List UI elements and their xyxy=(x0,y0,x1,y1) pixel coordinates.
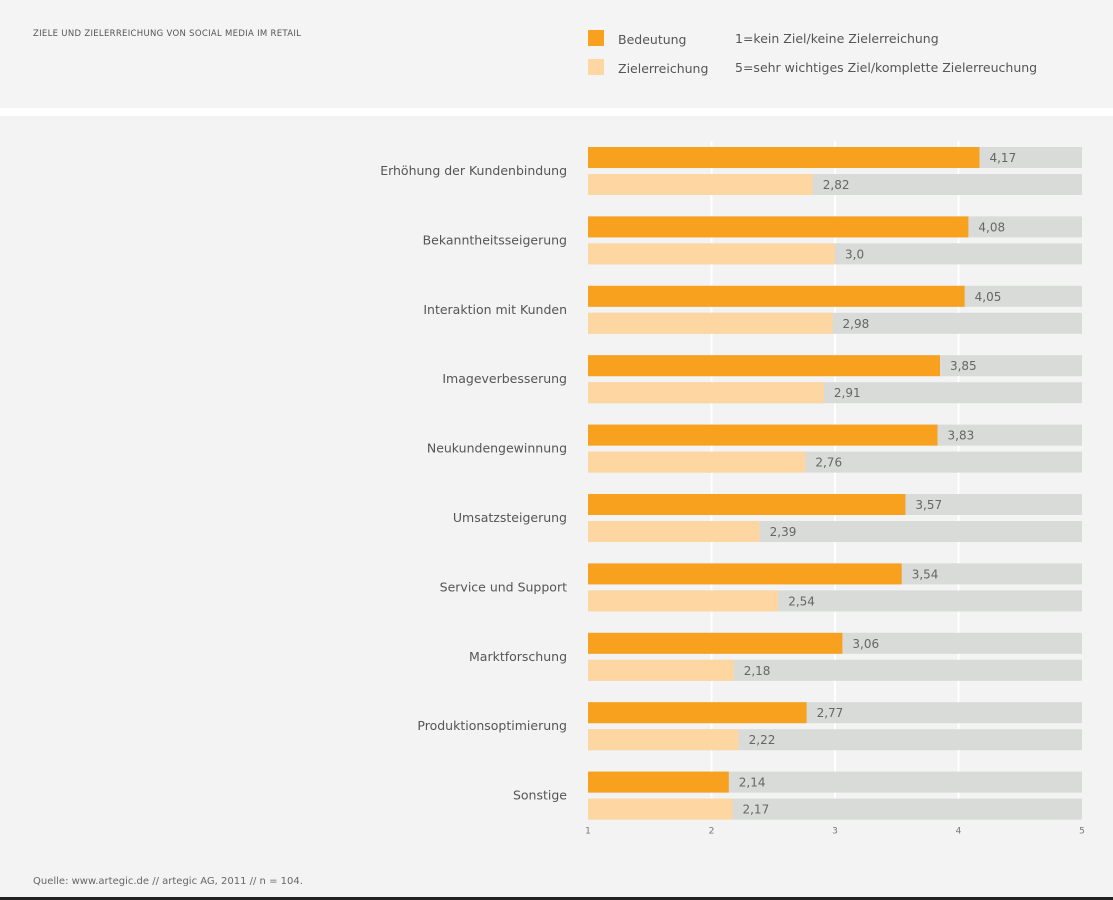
bottom-border xyxy=(0,897,1113,900)
separator xyxy=(0,108,1113,116)
bar-zielerreichung xyxy=(588,451,806,473)
data-label: 2,91 xyxy=(834,386,861,400)
chart-title: ZIELE UND ZIELERREICHUNG VON SOCIAL MEDI… xyxy=(33,29,302,39)
category-label: Sonstige xyxy=(513,788,567,803)
source-note: Quelle: www.artegic.de // artegic AG, 20… xyxy=(33,876,303,887)
x-tick-label: 3 xyxy=(832,827,838,837)
data-label: 3,83 xyxy=(948,429,975,443)
data-label: 4,05 xyxy=(975,290,1002,304)
bar-bedeutung xyxy=(588,632,843,654)
bar-zielerreichung xyxy=(588,243,835,265)
data-label: 3,54 xyxy=(912,567,939,581)
bar-zielerreichung xyxy=(588,659,734,681)
data-label: 4,08 xyxy=(978,220,1005,234)
category-label: Interaktion mit Kunden xyxy=(423,302,567,317)
data-label: 3,0 xyxy=(845,247,864,261)
category-label: Marktforschung xyxy=(469,649,567,664)
category-label: Bekanntheitsseigerung xyxy=(423,232,567,247)
x-tick-label: 4 xyxy=(956,827,962,837)
legend-swatch-zielerreichung xyxy=(588,59,604,75)
scale-note-5: 5=sehr wichtiges Ziel/komplette Zielerre… xyxy=(735,60,1038,75)
data-label: 2,77 xyxy=(817,706,844,720)
legend-swatch-bedeutung xyxy=(588,30,604,46)
data-label: 4,17 xyxy=(989,151,1016,165)
bar-bedeutung xyxy=(588,494,906,515)
data-label: 2,22 xyxy=(749,733,776,747)
data-label: 2,82 xyxy=(823,178,850,192)
x-tick-label: 2 xyxy=(709,827,715,837)
data-label: 3,57 xyxy=(915,498,942,512)
bar-bedeutung xyxy=(588,147,980,168)
bar-bedeutung xyxy=(588,285,965,307)
data-label: 2,14 xyxy=(739,776,766,790)
bar-bedeutung xyxy=(588,216,969,238)
bar-zielerreichung xyxy=(588,798,733,820)
bar-zielerreichung xyxy=(588,729,739,751)
bar-bedeutung xyxy=(588,771,729,793)
x-tick-label: 5 xyxy=(1079,827,1085,837)
data-label: 2,39 xyxy=(770,525,797,539)
scale-note-1: 1=kein Ziel/keine Zielerreichung xyxy=(735,31,939,46)
bar-bedeutung xyxy=(588,424,938,446)
category-label: Imageverbesserung xyxy=(442,371,567,386)
x-tick-label: 1 xyxy=(585,827,591,837)
data-label: 2,76 xyxy=(815,456,842,470)
category-label: Umsatzsteigerung xyxy=(453,510,567,525)
bar-zielerreichung xyxy=(588,174,813,195)
legend-label-zielerreichung: Zielerreichung xyxy=(618,61,709,76)
bar-zielerreichung xyxy=(588,312,833,334)
bar-zielerreichung xyxy=(588,382,824,404)
bar-zielerreichung xyxy=(588,521,760,542)
data-label: 2,98 xyxy=(843,317,870,331)
data-label: 3,06 xyxy=(852,637,879,651)
legend-label-bedeutung: Bedeutung xyxy=(618,32,687,47)
category-label: Neukundengewinnung xyxy=(427,441,567,456)
bar-bedeutung xyxy=(588,355,940,377)
data-label: 2,17 xyxy=(742,803,769,817)
bar-bedeutung xyxy=(588,702,807,724)
category-label: Erhöhung der Kundenbindung xyxy=(380,163,567,178)
category-label: Produktionsoptimierung xyxy=(417,718,567,733)
data-label: 2,54 xyxy=(788,594,815,608)
header-panel xyxy=(0,0,1113,108)
data-label: 2,18 xyxy=(744,664,771,678)
category-label: Service und Support xyxy=(440,579,567,594)
bar-chart: 1 2 3 4 5 Erhöhung der Kundenbindung 4,17 2,82 B… xyxy=(380,141,1085,837)
data-label: 3,85 xyxy=(950,359,977,373)
bar-bedeutung xyxy=(588,563,902,585)
bar-zielerreichung xyxy=(588,590,779,612)
